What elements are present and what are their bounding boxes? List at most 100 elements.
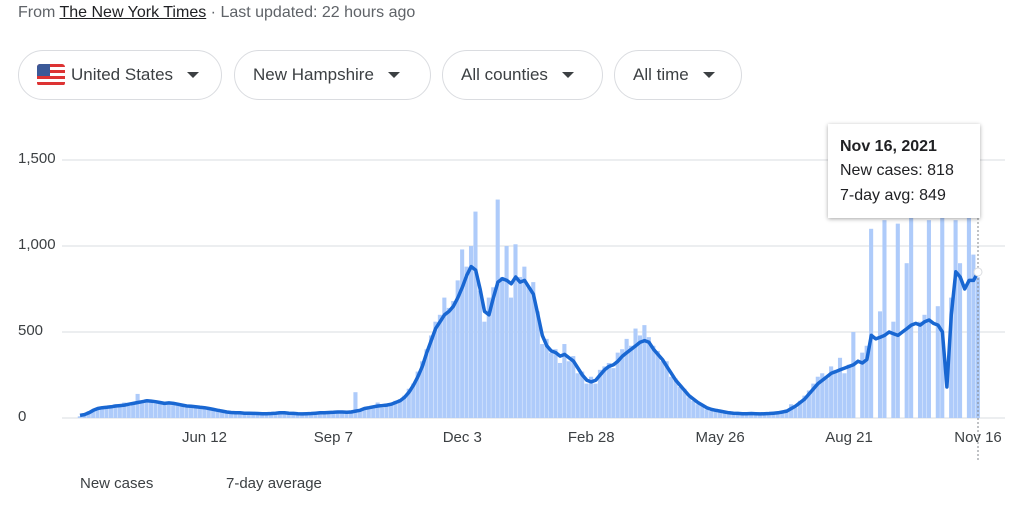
bar: [246, 414, 251, 418]
bar: [144, 399, 149, 418]
bar: [811, 383, 816, 418]
bar: [375, 402, 380, 418]
bar: [766, 412, 771, 418]
y-tick-label: 1,500: [18, 150, 56, 167]
bar: [695, 404, 700, 418]
filter-label: All time: [633, 65, 689, 84]
filter-chip[interactable]: New Hampshire: [234, 50, 431, 100]
filter-chip[interactable]: All time: [614, 50, 742, 100]
bar: [104, 405, 109, 418]
bar: [966, 215, 971, 418]
bar: [424, 349, 429, 418]
x-tick-label: Aug 21: [825, 429, 873, 446]
bar: [753, 414, 758, 418]
filter-label: All counties: [461, 65, 548, 84]
bar: [575, 373, 580, 418]
bar: [397, 399, 402, 418]
bar: [380, 407, 385, 418]
tooltip-line: New cases: 818: [840, 162, 954, 179]
bar: [126, 405, 131, 418]
bar: [326, 412, 331, 418]
bar: [171, 405, 176, 418]
bar: [833, 369, 838, 418]
bar: [780, 412, 785, 418]
bar: [286, 413, 291, 418]
bar: [108, 407, 113, 418]
bar: [77, 416, 82, 418]
bar: [789, 404, 794, 418]
source-link[interactable]: The New York Times: [59, 4, 207, 21]
bar: [655, 350, 660, 418]
bar: [513, 244, 518, 418]
bar: [869, 228, 874, 418]
bar: [91, 409, 96, 418]
bar: [597, 369, 602, 418]
bar: [282, 412, 287, 418]
bar: [571, 356, 576, 418]
bar: [851, 332, 856, 418]
bar: [451, 301, 456, 418]
bar: [273, 413, 278, 418]
bar: [402, 395, 407, 418]
bar: [153, 403, 158, 418]
bar: [837, 357, 843, 418]
bar: [477, 290, 482, 418]
filter-label: New Hampshire: [253, 65, 374, 84]
bar: [237, 411, 242, 418]
bar: [651, 345, 656, 418]
bar: [157, 401, 162, 418]
bar: [486, 297, 491, 418]
bar: [957, 263, 963, 418]
bar: [206, 409, 211, 418]
bar: [615, 352, 620, 418]
bar: [940, 211, 945, 418]
bar: [562, 344, 567, 418]
bar: [749, 413, 754, 418]
bar: [357, 411, 362, 418]
bar: [606, 362, 611, 418]
bar: [322, 411, 327, 418]
bar: [820, 373, 825, 418]
bar: [726, 411, 731, 418]
bar: [589, 376, 594, 418]
bar: [384, 403, 389, 418]
flag-icon: [37, 64, 65, 86]
bar: [242, 412, 247, 418]
bar: [624, 338, 629, 418]
bar: [682, 388, 687, 418]
filter-chip[interactable]: All counties: [442, 50, 603, 100]
bar: [846, 364, 851, 418]
bar: [722, 412, 727, 418]
bar: [184, 407, 189, 418]
hover-dot: [973, 267, 983, 277]
bar: [344, 411, 349, 418]
bar: [677, 387, 683, 418]
x-tick-label: Sep 7: [314, 429, 353, 446]
bar: [100, 408, 105, 418]
bar: [211, 410, 216, 418]
bar: [188, 405, 194, 418]
bar: [135, 393, 140, 418]
updated: · Last updated: 22 hours ago: [210, 4, 416, 21]
dropdown-arrow: [387, 72, 400, 78]
bar: [393, 400, 398, 418]
bar: [148, 400, 153, 418]
bar: [308, 412, 314, 418]
bar: [904, 263, 909, 418]
bar: [255, 413, 260, 418]
legend-label: New cases: [80, 475, 153, 492]
bar: [704, 409, 709, 418]
bar: [122, 402, 127, 418]
bar: [437, 314, 442, 418]
bar: [362, 407, 367, 418]
filter-chip[interactable]: United States: [18, 50, 222, 100]
bar: [642, 325, 647, 418]
filter-label: United States: [71, 65, 174, 84]
bar: [353, 392, 358, 418]
y-tick-label: 0: [18, 408, 26, 425]
source-line: From The New York Times · Last updated: …: [18, 4, 415, 22]
bar: [504, 246, 509, 418]
bar: [953, 220, 958, 418]
bar: [313, 411, 318, 418]
bar: [882, 220, 887, 418]
